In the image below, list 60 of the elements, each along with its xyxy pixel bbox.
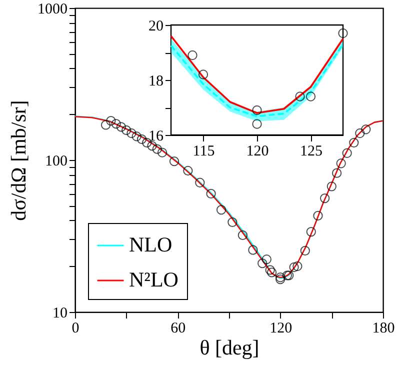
point bbox=[252, 105, 262, 116]
y-tick-label: 20 bbox=[148, 18, 164, 34]
point bbox=[338, 28, 348, 38]
point bbox=[349, 138, 359, 148]
legend-label: N²LO bbox=[129, 268, 178, 292]
point bbox=[136, 134, 147, 144]
point bbox=[289, 262, 299, 272]
point bbox=[122, 125, 132, 136]
point bbox=[116, 122, 126, 132]
x-axis-title: θ [deg] bbox=[200, 336, 260, 360]
point bbox=[258, 258, 268, 268]
point bbox=[111, 118, 121, 129]
y-tick-label: 18 bbox=[148, 74, 164, 90]
point bbox=[326, 182, 336, 192]
point bbox=[106, 116, 116, 126]
point bbox=[132, 132, 142, 142]
point bbox=[147, 140, 157, 151]
y-tick-label: 1000 bbox=[38, 2, 68, 18]
point bbox=[295, 92, 305, 102]
y-tick-label: 100 bbox=[45, 154, 68, 170]
point bbox=[183, 166, 193, 176]
y-tick-label: 16 bbox=[148, 128, 164, 144]
x-tick-label: 120 bbox=[246, 144, 269, 160]
point bbox=[336, 158, 346, 168]
x-tick-label: 120 bbox=[270, 320, 292, 336]
y-tick-label: 10 bbox=[52, 306, 68, 322]
x-tick-label: 60 bbox=[170, 320, 186, 336]
x-tick-label: 180 bbox=[372, 320, 395, 336]
x-tick-label: 0 bbox=[72, 320, 80, 336]
point bbox=[169, 156, 180, 166]
point bbox=[300, 246, 310, 256]
point bbox=[306, 226, 316, 237]
y-axis-title: dσ/dΩ [mb/sr] bbox=[6, 100, 30, 221]
point bbox=[355, 128, 365, 138]
point bbox=[206, 188, 216, 199]
point bbox=[306, 92, 316, 102]
point bbox=[342, 148, 352, 158]
point bbox=[332, 168, 342, 178]
point bbox=[266, 268, 277, 278]
point bbox=[195, 178, 205, 188]
x-tick-label: 125 bbox=[300, 144, 322, 160]
point bbox=[292, 261, 302, 272]
point bbox=[188, 50, 198, 60]
point bbox=[216, 205, 226, 215]
point bbox=[313, 210, 323, 221]
point bbox=[262, 254, 272, 264]
point bbox=[265, 265, 275, 275]
point bbox=[198, 70, 208, 80]
point bbox=[248, 245, 258, 255]
point bbox=[238, 230, 248, 240]
point bbox=[126, 128, 136, 138]
point bbox=[361, 124, 371, 134]
point bbox=[252, 119, 262, 129]
point bbox=[157, 148, 168, 158]
point bbox=[100, 120, 111, 130]
legend-label: NLO bbox=[129, 232, 172, 256]
point bbox=[152, 144, 162, 154]
point bbox=[320, 193, 330, 204]
x-tick-label: 115 bbox=[192, 144, 215, 160]
point bbox=[228, 217, 238, 227]
